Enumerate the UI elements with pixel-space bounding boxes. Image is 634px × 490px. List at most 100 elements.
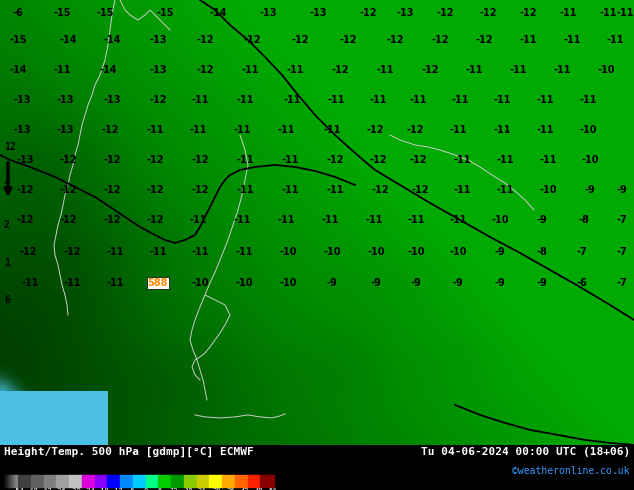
Text: -9: -9 bbox=[495, 278, 505, 288]
Text: -9: -9 bbox=[411, 278, 422, 288]
Text: -11: -11 bbox=[286, 65, 304, 75]
Text: -11: -11 bbox=[236, 155, 254, 165]
Text: -9: -9 bbox=[536, 278, 547, 288]
Text: -12: -12 bbox=[291, 35, 309, 45]
Text: -10: -10 bbox=[279, 278, 297, 288]
Bar bbox=[184, 475, 197, 487]
Text: -12: -12 bbox=[366, 125, 384, 135]
Text: -10: -10 bbox=[581, 155, 598, 165]
Text: -12: -12 bbox=[103, 185, 120, 195]
Text: -12: -12 bbox=[369, 155, 387, 165]
Bar bbox=[145, 475, 158, 487]
Bar bbox=[16, 475, 17, 487]
Bar bbox=[8, 475, 9, 487]
Bar bbox=[7, 475, 8, 487]
Bar bbox=[11, 475, 12, 487]
Bar bbox=[15, 475, 16, 487]
Bar bbox=[158, 475, 172, 487]
Bar bbox=[10, 475, 11, 487]
Text: -8: -8 bbox=[536, 247, 547, 257]
Text: -12: -12 bbox=[519, 8, 537, 18]
Text: -13: -13 bbox=[309, 8, 327, 18]
Bar bbox=[4, 475, 5, 487]
Bar bbox=[69, 475, 82, 487]
Text: -11: -11 bbox=[190, 215, 207, 225]
Bar bbox=[209, 475, 223, 487]
Text: -11: -11 bbox=[327, 95, 345, 105]
Text: -11: -11 bbox=[540, 155, 557, 165]
Text: -14: -14 bbox=[209, 8, 227, 18]
Text: -6: -6 bbox=[13, 8, 23, 18]
Text: -10: -10 bbox=[540, 185, 557, 195]
Text: -6: -6 bbox=[127, 489, 136, 490]
Text: -14: -14 bbox=[59, 35, 77, 45]
Text: -11: -11 bbox=[553, 65, 571, 75]
Text: -9: -9 bbox=[536, 215, 547, 225]
Text: -11: -11 bbox=[236, 95, 254, 105]
Bar bbox=[133, 475, 146, 487]
Text: -12: -12 bbox=[411, 185, 429, 195]
Text: -14: -14 bbox=[100, 65, 117, 75]
Text: -14: -14 bbox=[103, 35, 120, 45]
Text: -11: -11 bbox=[536, 125, 553, 135]
Text: -12: -12 bbox=[421, 65, 439, 75]
Text: -14: -14 bbox=[10, 65, 27, 75]
Text: -11: -11 bbox=[323, 125, 340, 135]
Bar bbox=[3, 475, 4, 487]
Text: -10: -10 bbox=[450, 247, 467, 257]
Text: 6: 6 bbox=[157, 489, 162, 490]
Text: -11: -11 bbox=[190, 125, 207, 135]
Text: 12: 12 bbox=[169, 489, 178, 490]
Text: -12: -12 bbox=[16, 215, 34, 225]
Text: -6: -6 bbox=[577, 278, 587, 288]
Bar bbox=[12, 475, 13, 487]
Text: -12: -12 bbox=[59, 155, 77, 165]
Text: -11: -11 bbox=[327, 185, 344, 195]
Text: -12: -12 bbox=[63, 247, 81, 257]
Text: -12: -12 bbox=[410, 155, 427, 165]
Text: -8: -8 bbox=[579, 215, 590, 225]
Text: -11: -11 bbox=[496, 185, 514, 195]
Bar bbox=[17, 475, 18, 487]
Text: -11: -11 bbox=[606, 35, 624, 45]
Bar bbox=[13, 475, 14, 487]
Text: 54: 54 bbox=[269, 489, 277, 490]
Text: -13: -13 bbox=[56, 125, 74, 135]
Text: -11: -11 bbox=[410, 95, 427, 105]
Text: -11: -11 bbox=[493, 125, 511, 135]
Text: 42: 42 bbox=[240, 489, 249, 490]
Text: -11: -11 bbox=[277, 215, 295, 225]
Text: -11: -11 bbox=[236, 185, 254, 195]
Text: 48: 48 bbox=[255, 489, 263, 490]
Text: -13: -13 bbox=[396, 8, 414, 18]
Text: -11: -11 bbox=[233, 215, 251, 225]
Text: -9: -9 bbox=[453, 278, 463, 288]
Text: -11: -11 bbox=[277, 125, 295, 135]
Text: -18: -18 bbox=[96, 489, 110, 490]
Text: -12: -12 bbox=[431, 35, 449, 45]
Text: -12: -12 bbox=[479, 8, 497, 18]
Text: 588: 588 bbox=[148, 278, 168, 288]
Text: -11: -11 bbox=[496, 155, 514, 165]
Text: -12: -12 bbox=[103, 215, 120, 225]
Text: -15: -15 bbox=[156, 8, 174, 18]
Text: -42: -42 bbox=[40, 489, 53, 490]
Bar bbox=[18, 475, 31, 487]
Text: -11: -11 bbox=[22, 278, 39, 288]
Text: -11: -11 bbox=[235, 247, 253, 257]
Text: -9: -9 bbox=[585, 185, 595, 195]
Text: -13: -13 bbox=[13, 125, 31, 135]
Text: -11: -11 bbox=[536, 95, 553, 105]
Text: -12: -12 bbox=[146, 155, 164, 165]
Text: 30: 30 bbox=[212, 489, 221, 490]
Text: -12: -12 bbox=[101, 125, 119, 135]
Text: -12: -12 bbox=[359, 8, 377, 18]
Text: 1: 1 bbox=[4, 258, 10, 268]
Text: -15: -15 bbox=[53, 8, 71, 18]
Bar bbox=[5, 475, 6, 487]
Bar bbox=[247, 475, 261, 487]
Text: -13: -13 bbox=[13, 95, 31, 105]
Bar bbox=[56, 475, 70, 487]
Text: -9: -9 bbox=[371, 278, 382, 288]
Text: -12: -12 bbox=[111, 489, 124, 490]
